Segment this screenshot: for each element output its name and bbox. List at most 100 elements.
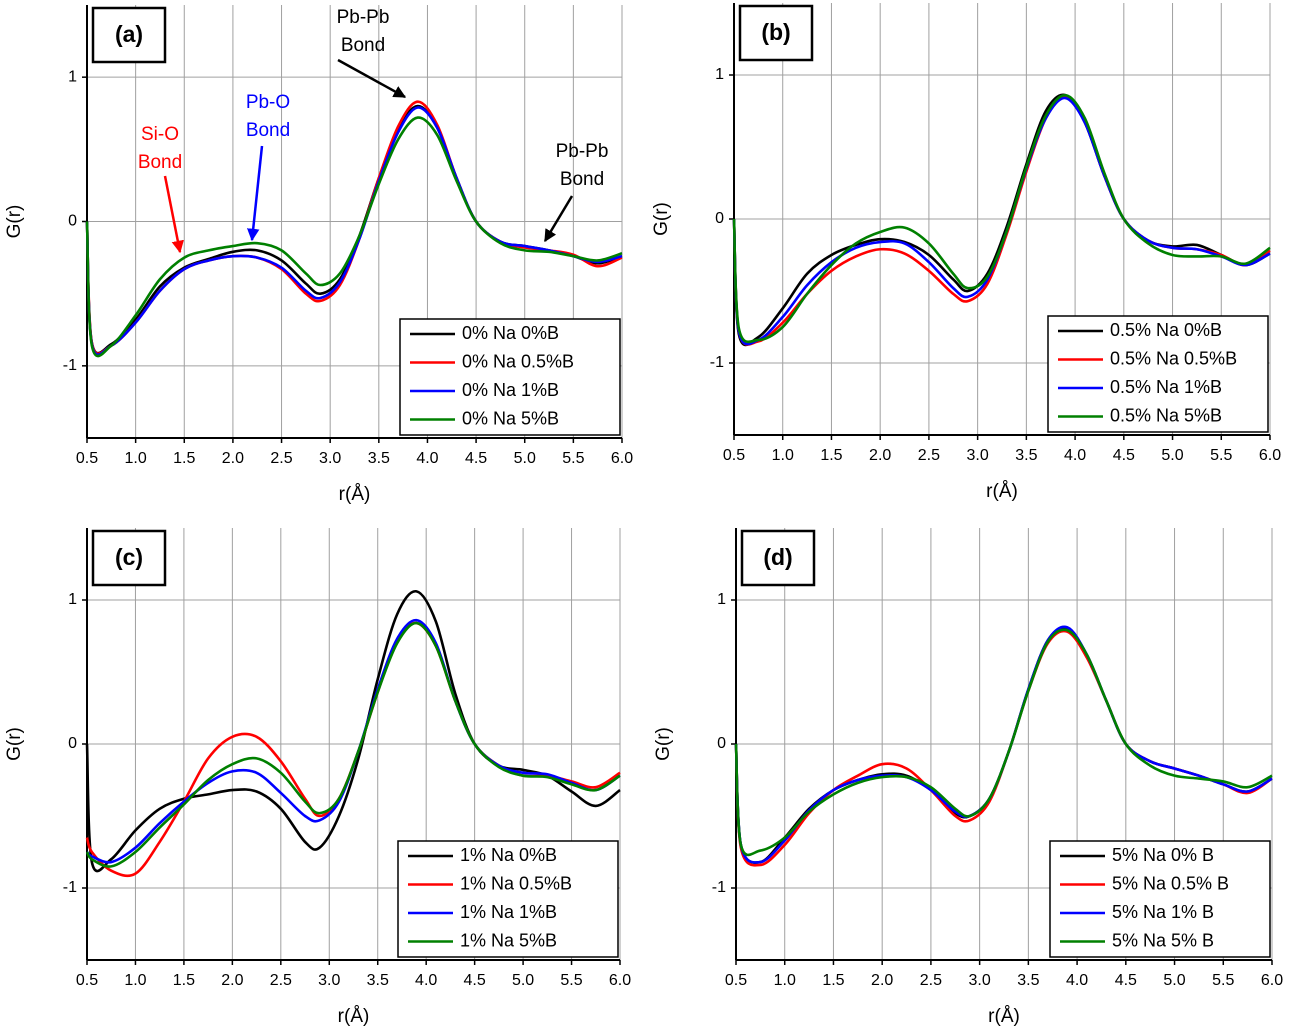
y-tick-label: 0 [68, 213, 77, 230]
x-tick-label: 2.5 [270, 450, 292, 467]
legend-label: 5% Na 1% B [1112, 902, 1214, 922]
annotation-text: Bond [138, 152, 182, 173]
x-tick-label: 4.5 [465, 450, 487, 467]
x-tick-label: 5.5 [1210, 447, 1232, 464]
x-tick-label: 3.5 [1015, 447, 1037, 464]
legend-label: 0% Na 0%B [462, 323, 559, 343]
y-tick-label: 0 [68, 735, 77, 752]
x-tick-label: 4.5 [1115, 972, 1137, 989]
legend: 0.5% Na 0%B 0.5% Na 0.5%B 0.5% Na 1%B 0.5% … [1047, 315, 1269, 433]
y-axis-label: G(r) [651, 202, 672, 236]
x-tick-label: 3.0 [969, 972, 991, 989]
legend-box [399, 318, 621, 436]
line-series [85, 106, 623, 356]
line-series [85, 116, 623, 358]
y-axis-label: G(r) [4, 727, 25, 761]
line-series [734, 626, 1273, 864]
x-tick-label: 5.5 [1212, 972, 1234, 989]
x-tick-label: 3.5 [368, 450, 390, 467]
x-tick-label: 2.5 [270, 972, 292, 989]
panel: 0.5 1.0 1.5 2.0 2.5 3.0 3.5 4.0 4.5 5.0 5.5 6.0 -1 0 1… [4, 5, 633, 505]
x-tick-label: 3.0 [967, 447, 989, 464]
panel-label-box [740, 529, 816, 587]
legend: 0% Na 0%B 0% Na 0.5%B 0% Na 1%B 0% Na 5%B [399, 318, 621, 436]
x-tick-label: 1.5 [822, 972, 844, 989]
legend-label: 0% Na 1%B [462, 380, 559, 400]
x-tick-label: 2.0 [222, 450, 244, 467]
x-tick-label: 4.0 [1066, 972, 1088, 989]
x-tick-label: 0.5 [725, 972, 747, 989]
line-series [732, 95, 1271, 346]
x-tick-label: 1.5 [173, 972, 195, 989]
x-tick-label: 4.0 [1064, 447, 1086, 464]
x-tick-label: 5.0 [512, 972, 534, 989]
x-tick-label: 1.0 [772, 447, 794, 464]
x-tick-label: 1.0 [124, 972, 146, 989]
legend-label: 0% Na 0.5%B [462, 351, 574, 371]
x-tick-label: 0.5 [723, 447, 745, 464]
y-axis-label: G(r) [4, 205, 25, 239]
panel-label: (b) [761, 19, 790, 45]
x-axis-label: r(Å) [338, 1006, 370, 1027]
x-tick-label: 6.0 [1261, 972, 1283, 989]
x-tick-label: 5.0 [1163, 972, 1185, 989]
legend-box [397, 840, 619, 958]
legend-label: 0.5% Na 0%B [1110, 320, 1222, 340]
y-tick-label: 0 [717, 735, 726, 752]
x-tick-label: 2.0 [869, 447, 891, 464]
x-tick-label: 5.5 [562, 450, 584, 467]
line-series [86, 618, 621, 864]
panel: 0.5 1.0 1.5 2.0 2.5 3.0 3.5 4.0 4.5 5.0 5.5 6.0 -1 0 1… [4, 528, 631, 1027]
y-tick-label: 1 [68, 591, 77, 608]
line-series [732, 93, 1271, 344]
x-tick-label: 1.0 [774, 972, 796, 989]
line-series [734, 628, 1273, 857]
x-tick-label: 4.5 [464, 972, 486, 989]
annotation-text: Bond [246, 120, 290, 141]
legend-box [1049, 840, 1271, 958]
y-tick-label: -1 [710, 354, 724, 371]
y-tick-label: -1 [712, 879, 726, 896]
y-tick-label: 1 [715, 66, 724, 83]
panel-label-box [91, 6, 167, 64]
annotation-text: Si-O [141, 124, 179, 145]
x-tick-label: 2.5 [918, 447, 940, 464]
legend-label: 5% Na 0% B [1112, 845, 1214, 865]
line-series [732, 93, 1271, 347]
x-tick-label: 0.5 [76, 972, 98, 989]
x-tick-label: 4.0 [415, 972, 437, 989]
legend-label: 1% Na 0.5%B [460, 873, 572, 893]
annotation-text: Pb-O [246, 92, 290, 113]
x-tick-label: 2.5 [920, 972, 942, 989]
legend-box [1047, 315, 1269, 433]
panel-label-box [91, 529, 167, 587]
legend-label: 0.5% Na 0.5%B [1110, 348, 1237, 368]
x-tick-label: 5.5 [560, 972, 582, 989]
y-tick-label: 1 [717, 591, 726, 608]
legend-label: 1% Na 0%B [460, 845, 557, 865]
x-tick-label: 0.5 [76, 450, 98, 467]
line-series [85, 621, 621, 868]
panel: 0.5 1.0 1.5 2.0 2.5 3.0 3.5 4.0 4.5 5.0 5.5 6.0 -1 0 1… [653, 528, 1283, 1027]
annotation-text: Pb-Pb [556, 141, 609, 162]
x-tick-label: 2.0 [871, 972, 893, 989]
annotation-text: Pb-Pb [337, 7, 390, 28]
panel: 0.5 1.0 1.5 2.0 2.5 3.0 3.5 4.0 4.5 5.0 5.5 6.0 -1 0 1… [651, 3, 1281, 502]
annotation-arrow [543, 195, 574, 243]
x-tick-label: 3.0 [318, 972, 340, 989]
legend-label: 1% Na 5%B [460, 930, 557, 950]
y-tick-label: 0 [715, 210, 724, 227]
annotation-arrow [163, 175, 184, 254]
legend-label: 0.5% Na 1%B [1110, 377, 1222, 397]
y-axis-label: G(r) [653, 727, 674, 761]
x-tick-label: 3.0 [319, 450, 341, 467]
x-tick-label: 5.0 [1161, 447, 1183, 464]
y-tick-label: -1 [63, 879, 77, 896]
y-tick-label: 1 [68, 68, 77, 85]
panel-label: (d) [763, 544, 792, 570]
x-axis-label: r(Å) [988, 1006, 1020, 1027]
line-series [85, 621, 621, 878]
x-axis-label: r(Å) [986, 481, 1018, 502]
